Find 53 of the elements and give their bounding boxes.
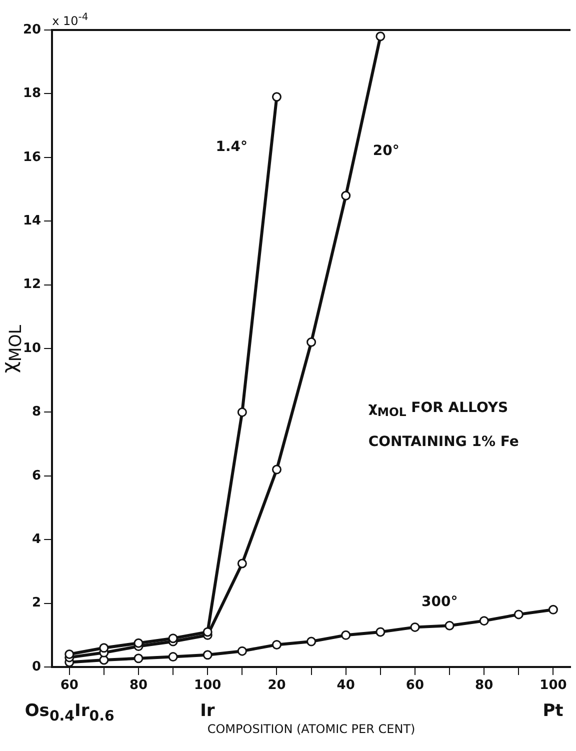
point xyxy=(272,92,282,102)
point xyxy=(306,337,316,347)
y-tick-label: 16 xyxy=(22,150,42,165)
y-tick-label: 4 xyxy=(32,532,42,547)
y-tick-label: 10 xyxy=(22,340,42,356)
y-tick-label: 20 xyxy=(22,22,42,38)
x-tick-label: 60 xyxy=(60,678,78,694)
x-tick-label: 80 xyxy=(475,678,494,694)
x-tick-label: 20 xyxy=(268,678,286,694)
point xyxy=(341,630,351,640)
point xyxy=(134,638,144,648)
point xyxy=(410,622,420,632)
text: x 10$^{-4}$ xyxy=(52,12,88,28)
series-label: 20° xyxy=(372,142,400,159)
y-tick-label: 6 xyxy=(32,468,42,484)
point xyxy=(237,558,247,568)
x-tick-label: 100 xyxy=(540,678,567,694)
point xyxy=(341,190,351,200)
x-tick-label: 40 xyxy=(336,678,355,694)
point xyxy=(479,616,489,626)
y-tick-label: 18 xyxy=(22,86,42,102)
text: Os$_{0.4}$Ir$_{0.6}$ xyxy=(24,701,114,724)
point xyxy=(64,650,74,660)
x-tick-label: 80 xyxy=(129,678,148,694)
point xyxy=(376,627,386,637)
y-tick-label: 0 xyxy=(32,659,42,674)
point xyxy=(237,646,247,656)
text: Ir xyxy=(200,701,215,721)
point xyxy=(306,636,316,646)
x-tick-label: 100 xyxy=(194,678,222,694)
y-tick-label: 14 xyxy=(22,213,42,228)
point xyxy=(376,32,386,42)
text: Pt xyxy=(542,701,564,721)
point xyxy=(272,640,282,650)
point xyxy=(168,634,178,644)
y-tick-label: 2 xyxy=(32,596,42,611)
point xyxy=(99,643,109,653)
point xyxy=(548,604,558,614)
y-tick-label: 12 xyxy=(22,277,42,292)
point xyxy=(202,650,212,660)
point xyxy=(514,610,524,620)
point xyxy=(168,652,178,662)
text: χ$_{MOL}$ FOR ALLOYS CONTAINING 1% Fe xyxy=(368,400,519,450)
point xyxy=(134,654,144,664)
point xyxy=(237,407,247,417)
x-axis-title: COMPOSITION (ATOMIC PER CENT) xyxy=(207,722,416,736)
series-label: 1.4° xyxy=(216,138,248,155)
series-label: 300° xyxy=(422,594,458,610)
x-tick-label: 60 xyxy=(406,678,424,694)
point xyxy=(202,627,212,637)
point xyxy=(272,464,282,474)
y-tick-label: 8 xyxy=(32,404,42,420)
point xyxy=(444,620,454,630)
